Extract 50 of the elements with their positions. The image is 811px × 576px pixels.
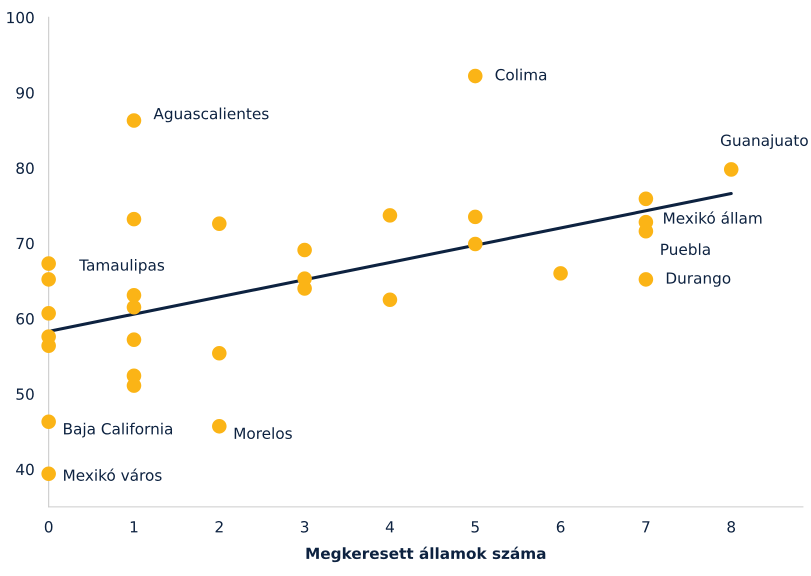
y-tick-label: 40 (16, 464, 34, 476)
annotation: Durango (666, 272, 730, 287)
point (382, 208, 398, 223)
x-axis-title: Megkeresett államok száma (306, 546, 546, 562)
point (41, 306, 56, 321)
point (468, 68, 483, 84)
point (638, 192, 654, 206)
x-tick-label: 8 (727, 521, 736, 533)
point (212, 346, 227, 361)
point (126, 212, 142, 226)
y-tick-label: 50 (16, 388, 34, 400)
point (638, 272, 654, 287)
annotation: Guanajuato (720, 134, 808, 150)
x-tick-label: 0 (44, 521, 53, 533)
y-tick-label: 80 (16, 162, 34, 174)
annotation: Mexikó város (64, 468, 162, 481)
y-tick-label: 100 (7, 12, 34, 24)
point (212, 216, 227, 231)
annotation: Morelos (234, 427, 292, 440)
annotation: Aguascalientes (154, 108, 269, 122)
point (724, 162, 739, 177)
annotation: Tamaulipas (79, 258, 164, 274)
annotation: Baja California (64, 422, 172, 438)
x-tick-label: 6 (556, 521, 564, 533)
x-tick-label: 5 (472, 521, 479, 533)
x-tick-label: 1 (130, 521, 138, 532)
x-tick-label: 4 (386, 521, 394, 532)
point (382, 292, 398, 308)
point (41, 256, 56, 271)
point (126, 332, 142, 347)
x-tick-label: 3 (300, 521, 308, 533)
point (126, 300, 142, 315)
point (126, 113, 142, 128)
annotation: Puebla (661, 243, 710, 256)
point (468, 210, 483, 224)
point (41, 272, 56, 287)
point (41, 414, 56, 430)
point (297, 242, 312, 258)
x-tick-label: 2 (216, 521, 223, 532)
point (468, 236, 483, 252)
annotation: Mexikó állam (664, 211, 762, 224)
point (41, 466, 56, 482)
annotation: Colima (496, 68, 546, 80)
y-tick-label: 90 (16, 87, 34, 99)
point (553, 266, 568, 281)
y-tick-label: 60 (16, 313, 34, 325)
point (212, 419, 227, 434)
x-tick-label: 7 (642, 521, 650, 532)
point (126, 288, 142, 303)
y-tick-label: 70 (16, 238, 34, 250)
